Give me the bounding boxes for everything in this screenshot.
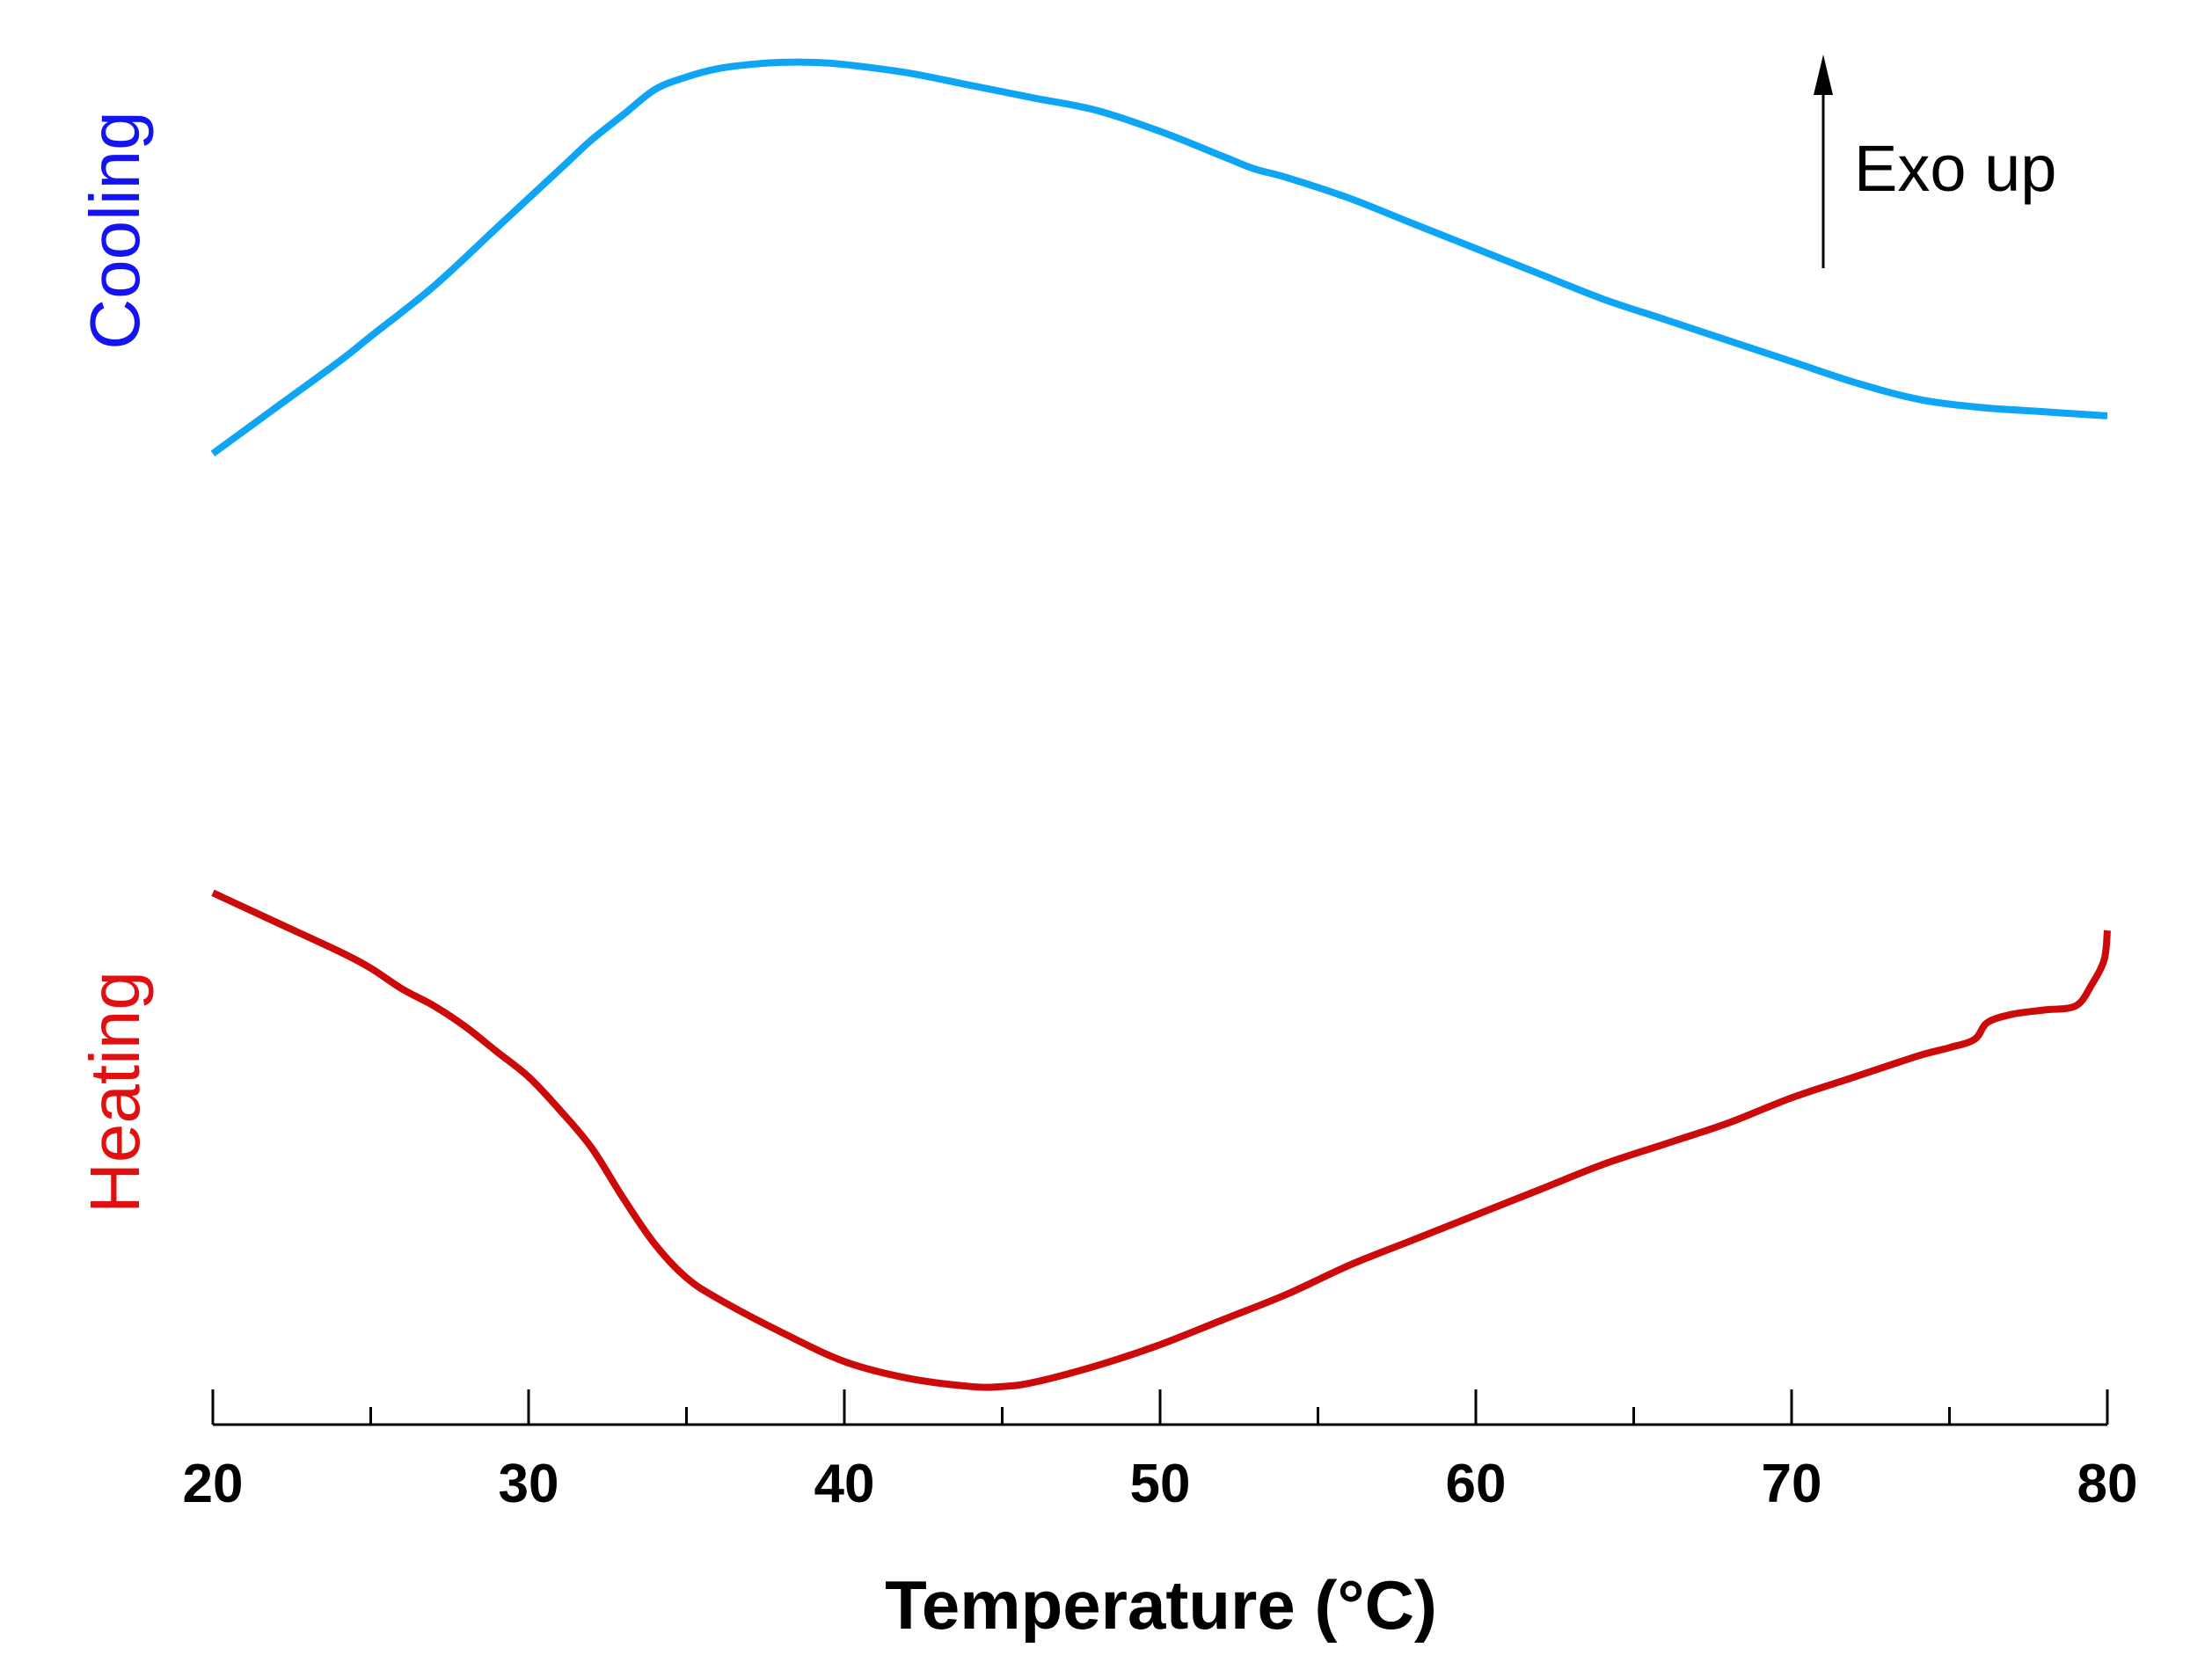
- exo-up-arrow-head: [1814, 55, 1833, 95]
- series-line-heating: [211, 889, 2111, 1391]
- series-line-cooling: [210, 58, 2108, 457]
- x-tick-label-50: 50: [1130, 1454, 1191, 1514]
- exo-up-label: Exo up: [1854, 132, 2056, 205]
- x-tick-layer: 20 30 40 50 60 70 80: [183, 1389, 2138, 1514]
- x-tick-label-30: 30: [499, 1454, 559, 1514]
- series-label-heating: Heating: [76, 971, 154, 1214]
- x-tick-label-80: 80: [2077, 1454, 2138, 1514]
- x-tick-label-40: 40: [814, 1454, 875, 1514]
- series-layer: [210, 58, 2111, 1391]
- series-label-cooling: Cooling: [76, 111, 154, 349]
- x-tick-label-20: 20: [183, 1454, 244, 1514]
- x-tick-label-60: 60: [1446, 1454, 1507, 1514]
- x-axis-title: Temperature (°C): [885, 1566, 1437, 1644]
- x-tick-label-70: 70: [1762, 1454, 1822, 1514]
